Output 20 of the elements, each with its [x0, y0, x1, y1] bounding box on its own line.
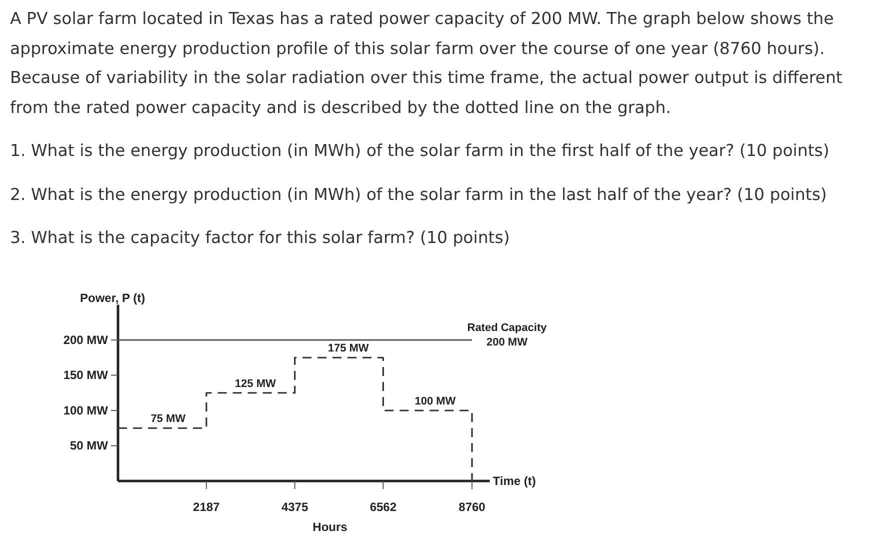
- annotation: 175 MW: [328, 342, 370, 355]
- x-tick-label: 4375: [281, 500, 308, 514]
- y-tick-label: 200 MW: [63, 332, 109, 347]
- text: 3. What is the capacity factor for this solar farm? (10 points): [10, 227, 511, 249]
- ref-line-label: Rated Capacity 200 MW: [467, 322, 548, 348]
- annotation: 75 MW: [150, 413, 186, 426]
- text: 2. What is the energy production (in MWh) of the solar farm in the last half of the year? (10 points): [10, 184, 828, 206]
- text: 1. What is the energy production (in MWh) of the solar farm in the first half of the year? (10 points): [10, 140, 830, 162]
- y-tick-label: 50 MW: [70, 438, 109, 453]
- text: Hours: [312, 520, 348, 534]
- x-tick-label: 6562: [370, 500, 397, 514]
- y-tick-label: 150 MW: [63, 368, 109, 382]
- chart-title: A PV solar farm located in Texas has a rated power capacity of 200 MW. The graph below shows the approximate energy production profile of this solar farm over the course of one year (8760 hours). Because of variability in the solar radiation over this time frame, the actual power output is different from the rated power capacity and is described by the dotted line on the graph.: [10, 8, 844, 118]
- y-tick-label: 100 MW: [63, 403, 109, 418]
- annotation: 100 MW: [414, 396, 456, 408]
- annotation: 125 MW: [234, 378, 276, 390]
- x-tick-label: 2187: [193, 500, 220, 514]
- x-tick-label: 8760: [458, 500, 486, 514]
- y-axis-title: Power, P (t): [80, 291, 146, 305]
- x-axis-title: Time (t): [492, 474, 536, 488]
